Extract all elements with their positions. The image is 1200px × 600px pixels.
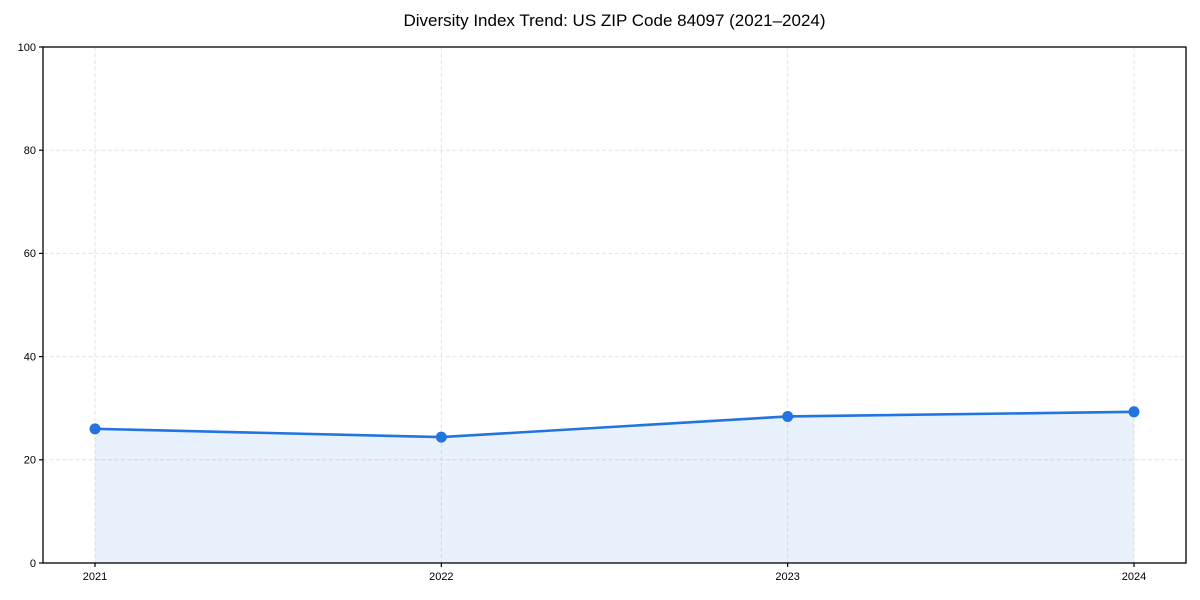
x-tick-label: 2023	[775, 571, 799, 583]
x-tick-label: 2024	[1122, 571, 1146, 583]
x-tick-label: 2021	[83, 571, 107, 583]
data-point-2021	[89, 423, 101, 435]
area-fill	[95, 411, 1134, 563]
chart-title: Diversity Index Trend: US ZIP Code 84097…	[403, 11, 826, 30]
y-tick-label: 20	[24, 455, 36, 467]
plot-frame	[42, 46, 1187, 564]
data-point-2023	[782, 410, 794, 422]
y-tick-label: 0	[30, 558, 36, 570]
data-point-2024	[1128, 406, 1140, 418]
trend-line	[93, 410, 1136, 439]
y-tick-label: 40	[24, 351, 36, 363]
x-tick-label: 2022	[429, 571, 453, 583]
y-tick-label: 80	[24, 145, 36, 157]
y-tick-label: 100	[18, 42, 36, 54]
data-point-2022	[435, 431, 447, 443]
y-tick-label: 60	[24, 248, 36, 260]
